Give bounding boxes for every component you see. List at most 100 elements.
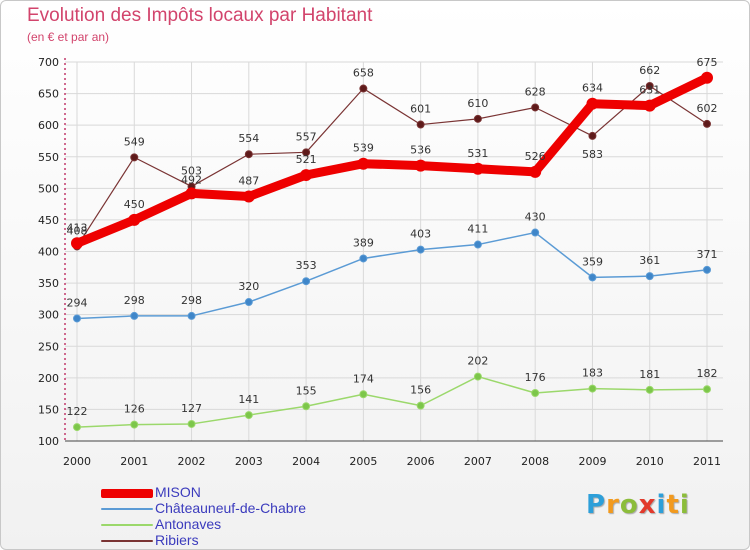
legend-swatch-ribiers bbox=[101, 540, 153, 542]
data-label: 389 bbox=[353, 236, 374, 249]
data-label: 450 bbox=[124, 198, 145, 211]
series-point bbox=[473, 114, 482, 123]
logo-letter: P bbox=[586, 490, 607, 520]
data-label: 361 bbox=[639, 254, 660, 267]
series-point bbox=[586, 97, 599, 110]
series-point bbox=[357, 157, 370, 170]
series-point bbox=[588, 273, 597, 282]
data-label: 536 bbox=[410, 144, 431, 157]
data-label: 202 bbox=[467, 355, 488, 368]
y-tick-label: 600 bbox=[38, 119, 59, 132]
data-label: 411 bbox=[467, 223, 488, 236]
y-tick-label: 550 bbox=[38, 151, 59, 164]
legend-label-ribiers: Ribiers bbox=[155, 532, 199, 548]
legend-label-antonaves: Antonaves bbox=[155, 516, 222, 532]
x-tick-label: 2009 bbox=[578, 455, 606, 468]
series-point bbox=[471, 162, 484, 175]
series-point bbox=[645, 385, 654, 394]
data-label: 298 bbox=[181, 294, 202, 307]
series-point bbox=[703, 119, 711, 128]
data-label: 601 bbox=[410, 103, 431, 116]
data-label: 156 bbox=[410, 384, 431, 397]
series-point bbox=[359, 84, 368, 93]
series-point bbox=[244, 150, 253, 159]
data-label: 631 bbox=[639, 84, 660, 97]
data-label: 554 bbox=[238, 132, 259, 145]
series-point bbox=[531, 388, 540, 397]
data-label: 182 bbox=[697, 367, 718, 380]
data-label: 183 bbox=[582, 367, 603, 380]
data-label: 176 bbox=[525, 371, 546, 384]
legend-label-mison: MISON bbox=[155, 484, 201, 500]
series-point bbox=[302, 148, 311, 157]
x-tick-label: 2003 bbox=[235, 455, 263, 468]
x-tick-label: 2006 bbox=[407, 455, 435, 468]
series-point bbox=[529, 165, 542, 178]
series-point bbox=[645, 82, 654, 91]
x-tick-label: 2000 bbox=[63, 455, 91, 468]
series-point bbox=[128, 213, 141, 226]
series-point bbox=[473, 240, 482, 249]
y-tick-label: 500 bbox=[38, 182, 59, 195]
data-label: 298 bbox=[124, 294, 145, 307]
series-point bbox=[73, 423, 81, 432]
data-label: 181 bbox=[639, 368, 660, 381]
series-line-0 bbox=[72, 73, 712, 248]
x-tick-label: 2002 bbox=[178, 455, 206, 468]
data-label: 174 bbox=[353, 372, 374, 385]
series-point bbox=[701, 71, 713, 84]
data-label: 634 bbox=[582, 82, 603, 95]
series-point bbox=[643, 99, 656, 112]
y-tick-label: 450 bbox=[38, 214, 59, 227]
logo-letter: i bbox=[679, 490, 690, 520]
series-point bbox=[302, 277, 311, 286]
series-point bbox=[531, 228, 540, 237]
x-tick-label: 2008 bbox=[521, 455, 549, 468]
series-line-3 bbox=[76, 85, 708, 248]
x-tick-label: 2004 bbox=[292, 455, 320, 468]
series-point bbox=[416, 120, 425, 129]
data-label: 539 bbox=[353, 142, 374, 155]
data-label: 487 bbox=[238, 175, 259, 188]
series-point bbox=[73, 314, 81, 323]
data-label: 359 bbox=[582, 255, 603, 268]
data-label: 610 bbox=[467, 97, 488, 110]
x-tick-label: 2005 bbox=[349, 455, 377, 468]
data-label: 492 bbox=[181, 173, 202, 186]
series-point bbox=[416, 401, 425, 410]
logo-letter: t bbox=[666, 490, 680, 520]
series-point bbox=[242, 190, 255, 203]
y-tick-label: 250 bbox=[38, 340, 59, 353]
data-label: 531 bbox=[467, 147, 488, 160]
data-label: 320 bbox=[238, 280, 259, 293]
series-point bbox=[71, 237, 83, 250]
data-label: 602 bbox=[697, 102, 718, 115]
series-point bbox=[244, 298, 253, 307]
data-label: 371 bbox=[697, 248, 718, 261]
series-point bbox=[130, 311, 139, 320]
data-label: 155 bbox=[296, 384, 317, 397]
y-tick-label: 350 bbox=[38, 277, 59, 290]
series-point bbox=[588, 131, 597, 140]
logo-letter: o bbox=[619, 490, 639, 520]
series-point bbox=[185, 187, 198, 200]
data-label: 549 bbox=[124, 135, 145, 148]
y-tick-label: 300 bbox=[38, 309, 59, 322]
y-tick-label: 650 bbox=[38, 88, 59, 101]
series-point bbox=[130, 420, 139, 429]
data-label: 628 bbox=[525, 85, 546, 98]
data-label: 430 bbox=[525, 211, 546, 224]
series-point bbox=[359, 254, 368, 263]
series-point bbox=[416, 245, 425, 254]
series-point bbox=[244, 411, 253, 420]
series-point bbox=[645, 272, 654, 281]
x-tick-label: 2007 bbox=[464, 455, 492, 468]
x-tick-label: 2010 bbox=[636, 455, 664, 468]
logo-letter: i bbox=[656, 490, 667, 520]
data-label: 503 bbox=[181, 164, 202, 177]
series-point bbox=[703, 265, 711, 274]
data-label: 141 bbox=[238, 393, 259, 406]
legend-swatch-chateauneuf bbox=[101, 508, 153, 510]
